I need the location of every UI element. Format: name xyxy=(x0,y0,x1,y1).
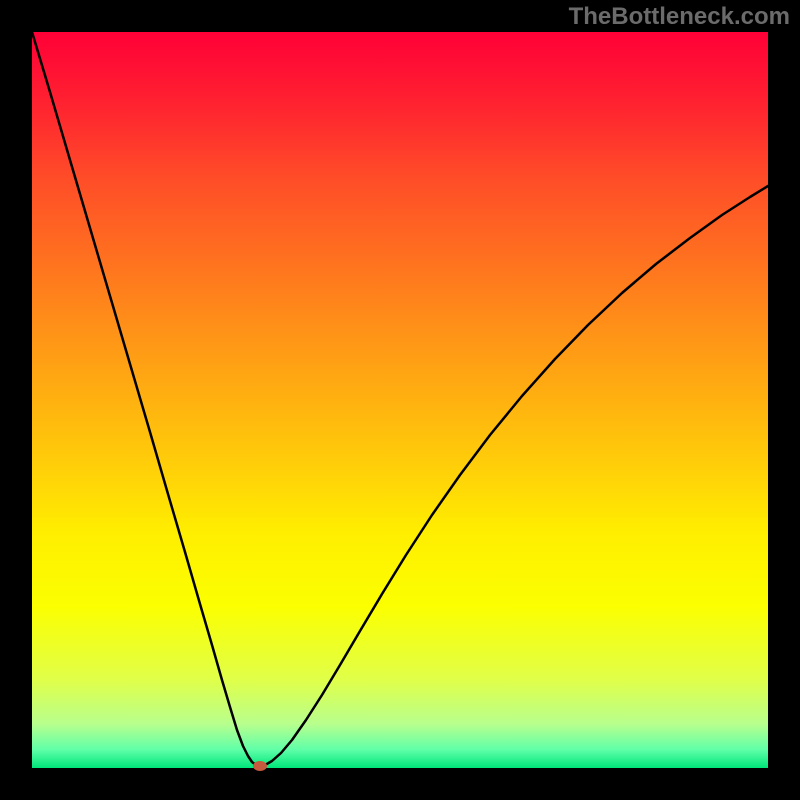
minimum-marker xyxy=(253,761,267,771)
bottleneck-chart xyxy=(0,0,800,800)
chart-background-gradient xyxy=(32,32,768,768)
watermark-text: TheBottleneck.com xyxy=(569,3,790,31)
chart-container: TheBottleneck.com xyxy=(0,0,800,800)
